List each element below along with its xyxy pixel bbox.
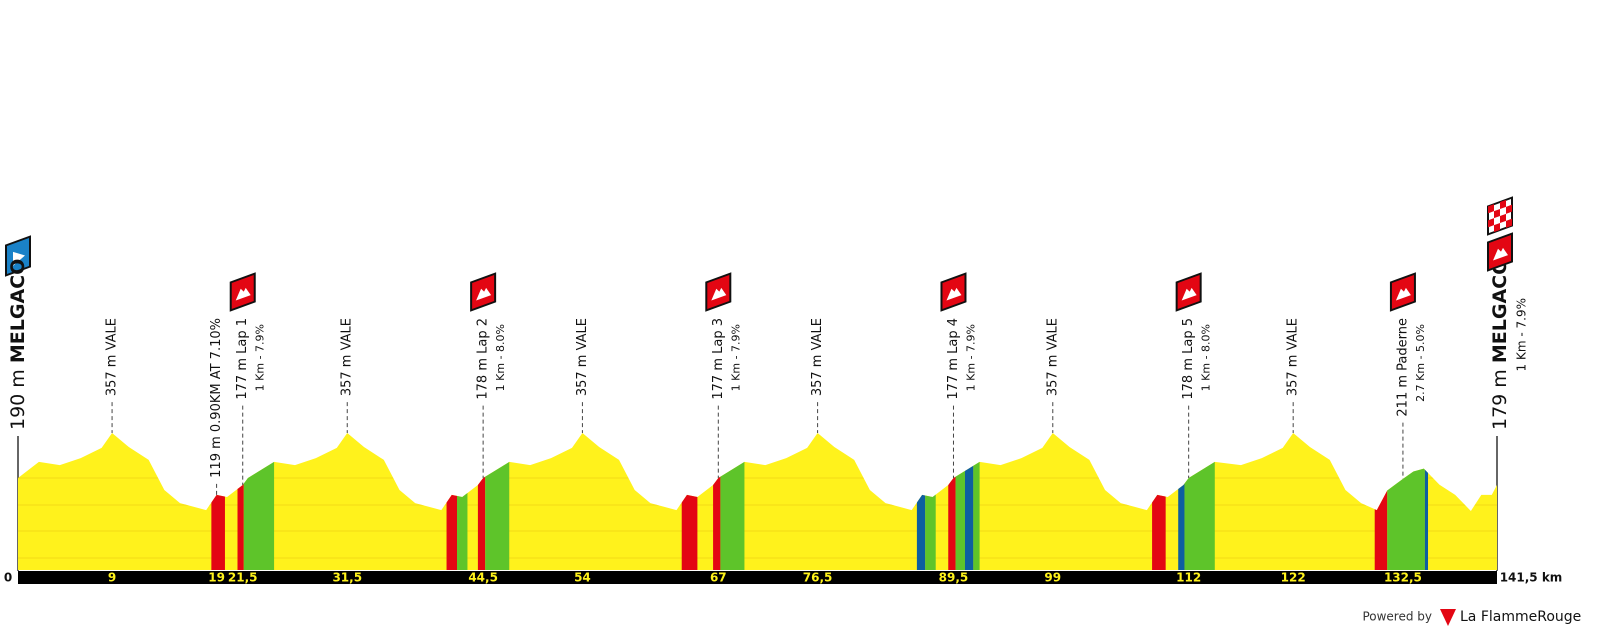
x-tick-label: 99 — [1044, 571, 1061, 585]
gradient-band — [948, 433, 956, 570]
annotation: 178 m Lap 5 — [1181, 318, 1196, 400]
annotation: 211 m Paderne — [1395, 318, 1410, 417]
gradient-band — [973, 433, 980, 570]
gradient-band — [964, 433, 974, 570]
x-tick-label: 89,5 — [939, 571, 969, 585]
gradient-band — [456, 433, 468, 570]
gradient-band — [477, 433, 486, 570]
climb-flag — [705, 272, 732, 312]
start-flag — [5, 235, 31, 277]
annotation: 119 m 0.90KM AT 7.10% — [209, 318, 224, 478]
gradient-band — [1374, 433, 1388, 570]
gradient-band — [243, 433, 275, 570]
gradient-band — [955, 433, 965, 570]
annotation: 177 m Lap 4 — [946, 318, 961, 400]
x-tick-label: 9 — [108, 571, 116, 585]
x-tick-label: 76,5 — [803, 571, 833, 585]
x-tick-label: 21,5 — [228, 571, 258, 585]
gradient-band — [237, 433, 244, 570]
flag-mountain — [1493, 247, 1508, 261]
x-tick-label: 44,5 — [468, 571, 498, 585]
gradient-band — [925, 433, 936, 570]
annotation: 357 m VALE — [1045, 318, 1060, 396]
logo — [1440, 609, 1456, 626]
gradient-band — [446, 433, 457, 570]
distance-bar — [18, 571, 1497, 584]
x-tick-label: 67 — [710, 571, 727, 585]
x-tick-label: 54 — [574, 571, 591, 585]
finish-label: 179 m MELGACO — [1489, 259, 1511, 430]
climb-flag — [229, 272, 256, 312]
gradient-band — [916, 433, 926, 570]
plot: 357 m VALE 119 m 0.90KM AT 7.10% 177 m Lap… — [4, 232, 1563, 585]
x-tick-label: 0 — [4, 571, 12, 585]
flag-mountain — [235, 287, 251, 301]
gradient-band — [681, 433, 698, 570]
x-tick-label: 19 — [208, 571, 225, 585]
gradient-band — [1424, 433, 1429, 570]
elevation-area — [18, 433, 1497, 570]
climb-flag — [470, 272, 497, 312]
x-tick-label: 31,5 — [332, 571, 362, 585]
gradient-band — [1178, 433, 1185, 570]
x-tick-label: 141,5 km — [1500, 571, 1563, 585]
annotation-sub: 1 Km - 8.0% — [494, 324, 507, 391]
annotation: 357 m VALE — [340, 318, 355, 396]
finish-name: MELGACO — [1489, 259, 1511, 363]
annotation: 178 m Lap 2 — [476, 318, 491, 400]
start-label: 190 m MELGACO — [7, 259, 29, 430]
gradient-band — [1387, 433, 1425, 570]
start-name: MELGACO — [7, 259, 29, 363]
gradient-band — [1152, 433, 1166, 570]
gradient-band — [1184, 433, 1215, 570]
start-elevation: 190 m — [7, 369, 29, 430]
annotation-sub: 1 Km - 7.9% — [254, 324, 267, 391]
finish-elevation: 179 m — [1489, 369, 1511, 430]
climb-flag — [940, 272, 967, 312]
brand: La Flamme — [1460, 609, 1537, 625]
annotation: 357 m VALE — [575, 318, 590, 396]
x-tick-label: 112 — [1176, 571, 1201, 585]
flag-mountain — [476, 287, 492, 301]
gradient-band — [713, 433, 721, 570]
annotation-sub: 1 Km - 7.9% — [964, 324, 977, 391]
flag-mountain — [1181, 287, 1197, 301]
finish-climb-flag — [1487, 232, 1513, 272]
annotation-sub: 1 Km - 7.9% — [729, 324, 742, 391]
gradient-band — [485, 433, 510, 570]
finish-flag — [1487, 196, 1513, 236]
climb-flag — [1175, 272, 1202, 312]
annotation: 357 m VALE — [1286, 318, 1301, 396]
flag-mountain — [946, 287, 962, 301]
footer-powered: Powered by — [1362, 610, 1432, 624]
gradient-band — [720, 433, 745, 570]
annotation: 357 m VALE — [105, 318, 120, 396]
x-tick-label: 132,5 — [1384, 571, 1422, 585]
annotation: 357 m VALE — [810, 318, 825, 396]
footer-brand: La FlammeRouge — [1460, 609, 1581, 625]
brand2: Rouge — [1537, 609, 1581, 625]
climb-flag — [1389, 272, 1416, 312]
annotation: 177 m Lap 1 — [235, 318, 250, 400]
annotation-sub: 2.7 Km - 5.0% — [1414, 324, 1427, 402]
finish-climb: 1 Km - 7.9% — [1515, 298, 1529, 371]
annotation: 177 m Lap 3 — [711, 318, 726, 400]
annotation-sub: 1 Km - 8.0% — [1200, 324, 1213, 391]
flag-mountain — [711, 287, 727, 301]
x-tick-label: 122 — [1281, 571, 1306, 585]
flag-mountain — [1395, 287, 1411, 301]
